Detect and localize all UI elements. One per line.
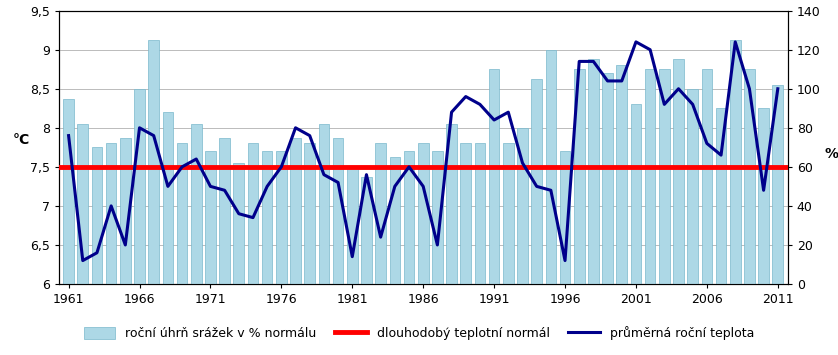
Bar — [631, 104, 641, 284]
Bar — [390, 157, 400, 284]
Bar — [134, 89, 145, 284]
Bar — [474, 143, 485, 284]
Bar — [290, 138, 301, 284]
Bar — [261, 151, 272, 284]
Bar — [758, 108, 769, 284]
Bar — [248, 143, 258, 284]
Bar — [517, 128, 528, 284]
Bar — [276, 151, 287, 284]
Bar — [588, 60, 598, 284]
Bar — [191, 124, 202, 284]
Bar — [730, 40, 741, 284]
Bar — [673, 60, 684, 284]
Bar — [318, 124, 329, 284]
Bar — [220, 138, 230, 284]
Bar — [447, 124, 457, 284]
Bar — [163, 112, 173, 284]
Bar — [644, 69, 655, 284]
Bar — [205, 151, 215, 284]
Bar — [77, 124, 88, 284]
Bar — [546, 50, 556, 284]
Bar — [489, 69, 499, 284]
Bar — [333, 138, 344, 284]
Bar — [687, 89, 698, 284]
Bar — [617, 65, 627, 284]
Y-axis label: °C: °C — [13, 133, 30, 147]
Bar — [91, 147, 102, 284]
Bar — [361, 177, 372, 284]
Bar — [347, 167, 358, 284]
Bar — [560, 151, 571, 284]
Bar — [432, 151, 442, 284]
Bar — [304, 143, 315, 284]
Bar — [716, 108, 727, 284]
Bar — [701, 69, 712, 284]
Bar — [120, 138, 131, 284]
Bar — [503, 143, 514, 284]
Bar — [106, 143, 116, 284]
Bar — [659, 69, 670, 284]
Bar — [148, 40, 159, 284]
Bar — [744, 69, 755, 284]
Legend: roční úhrň srážek v % normálu, dlouhodobý teplotní normál, průměrná roční teplot: roční úhrň srážek v % normálu, dlouhodob… — [79, 321, 759, 345]
Bar — [64, 99, 74, 284]
Bar — [574, 69, 585, 284]
Bar — [773, 85, 783, 284]
Bar — [234, 163, 244, 284]
Bar — [603, 73, 613, 284]
Bar — [404, 151, 414, 284]
Bar — [418, 143, 428, 284]
Bar — [375, 143, 386, 284]
Y-axis label: %: % — [825, 147, 838, 161]
Bar — [531, 79, 542, 284]
Bar — [460, 143, 471, 284]
Bar — [177, 143, 188, 284]
